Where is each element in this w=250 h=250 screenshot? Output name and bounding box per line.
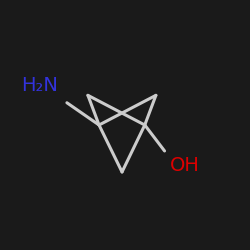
Text: OH: OH [170, 156, 199, 175]
Text: H₂N: H₂N [21, 76, 58, 95]
